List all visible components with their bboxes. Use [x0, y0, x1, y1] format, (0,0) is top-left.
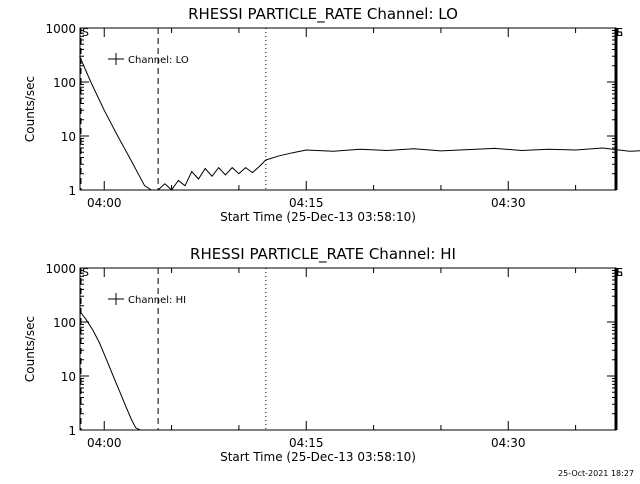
x-tick-label: 04:30 — [491, 436, 526, 450]
x-tick-label: 04:15 — [289, 196, 324, 210]
x-tick-label: 04:00 — [87, 436, 122, 450]
series-line — [79, 56, 640, 191]
event-marker-label: S — [616, 266, 623, 279]
x-tick-label: 04:30 — [491, 196, 526, 210]
legend-label: Channel: HI — [128, 295, 186, 306]
y-tick-label: 100 — [53, 76, 76, 90]
y-tick-label: 1000 — [45, 262, 76, 276]
event-marker-label: E — [616, 266, 623, 279]
plot-frame — [79, 267, 617, 431]
plot-frame — [79, 27, 617, 191]
chart-title: RHESSI PARTICLE_RATE Channel: LO — [188, 5, 458, 24]
y-tick-label: 10 — [61, 370, 76, 384]
legend-label: Channel: LO — [128, 55, 189, 66]
event-marker-label: F — [616, 266, 622, 279]
event-marker-label: E — [616, 26, 623, 39]
chart-panel-1: RHESSI PARTICLE_RATE Channel: LO 04:00 04:… — [23, 5, 640, 224]
y-axis-label: Counts/sec — [23, 76, 37, 142]
y-tick-label: 100 — [53, 316, 76, 330]
event-marker-label: F — [616, 266, 622, 279]
y-tick-label: 1000 — [45, 22, 76, 36]
x-tick-label: 04:15 — [289, 436, 324, 450]
x-axis-label: Start Time (25-Dec-13 03:58:10) — [220, 450, 416, 464]
series-line — [79, 310, 141, 431]
event-marker-label: S — [82, 266, 89, 279]
event-marker-label: F — [616, 26, 622, 39]
chart-title: RHESSI PARTICLE_RATE Channel: HI — [190, 245, 456, 264]
y-axis-label: Counts/sec — [23, 316, 37, 382]
x-axis-label: Start Time (25-Dec-13 03:58:10) — [220, 210, 416, 224]
generation-timestamp: 25-Oct-2021 18:27 — [558, 469, 634, 478]
y-tick-label: 1 — [68, 184, 76, 198]
event-marker-label: S — [616, 26, 623, 39]
event-marker-label: F — [616, 26, 622, 39]
y-tick-label: 10 — [61, 130, 76, 144]
event-marker-label: S — [82, 26, 89, 39]
chart-panel-2: RHESSI PARTICLE_RATE Channel: HI 04:00 04:… — [23, 245, 623, 464]
x-tick-label: 04:00 — [87, 196, 122, 210]
y-tick-label: 1 — [68, 424, 76, 438]
